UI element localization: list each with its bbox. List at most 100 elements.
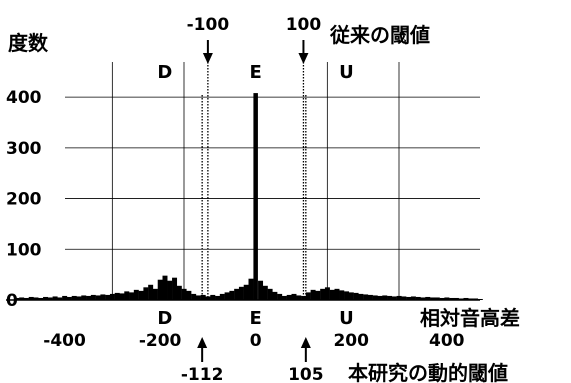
- histogram-bar: [243, 284, 249, 300]
- histogram-bar: [344, 291, 350, 300]
- histogram-bar: [71, 295, 77, 300]
- y-tick-label: 100: [6, 240, 42, 260]
- region-labels: D E U D E U: [157, 62, 353, 329]
- histogram-bar: [219, 293, 225, 300]
- histogram-bars: [14, 93, 483, 300]
- histogram-bar: [47, 297, 53, 300]
- histogram-bar: [195, 295, 201, 300]
- dynamic-threshold-label-0: -112: [181, 365, 224, 383]
- y-tick-label: 300: [6, 139, 42, 159]
- histogram-bar: [234, 288, 240, 300]
- histogram-bar: [310, 289, 316, 300]
- histogram-bar: [372, 295, 378, 300]
- histogram-bar: [420, 297, 426, 300]
- dynamic-threshold-label-1: 105: [288, 365, 324, 383]
- histogram-bar: [406, 296, 412, 300]
- histogram-bar: [105, 294, 111, 300]
- x-tick-label: 0: [250, 331, 262, 351]
- histogram-bar: [473, 298, 479, 300]
- x-axis-title: 相対音高差: [420, 306, 520, 330]
- histogram-bar: [90, 294, 96, 300]
- histogram-bar: [291, 293, 297, 300]
- histogram-bar: [315, 290, 321, 300]
- tick-labels: 0 100 200 300 400 -400 -200 0 200 400: [6, 88, 465, 351]
- histogram-bar: [430, 297, 436, 300]
- histogram-bar: [391, 296, 397, 300]
- histogram-bar: [301, 295, 307, 300]
- arrow-up-icon: [197, 337, 208, 348]
- histogram-bar: [133, 289, 139, 300]
- histogram-bar: [162, 275, 168, 300]
- histogram-bar: [224, 292, 230, 300]
- histogram-bar: [272, 291, 278, 300]
- histogram-bar: [95, 295, 101, 300]
- histogram-bar: [396, 295, 402, 300]
- x-tick-label: 400: [429, 331, 465, 351]
- histogram-bar: [129, 292, 135, 300]
- y-tick-label: 0: [6, 291, 18, 311]
- histogram-bar: [444, 297, 450, 300]
- threshold-lines: -100 100 -112 105: [181, 15, 324, 383]
- x-tick-label: -400: [43, 331, 86, 351]
- region-label-top: U: [339, 62, 354, 83]
- y-axis-title: 度数: [8, 31, 49, 55]
- histogram-bar: [138, 290, 144, 300]
- region-label-bottom: U: [339, 308, 354, 329]
- histogram-bar: [33, 297, 39, 300]
- histogram-bar: [253, 93, 258, 300]
- region-label-top: D: [157, 62, 172, 83]
- histogram-bar: [453, 297, 459, 300]
- histogram-bar: [229, 290, 235, 300]
- histogram-bar: [152, 288, 158, 300]
- histogram-bar: [148, 284, 154, 300]
- histogram-bar: [23, 297, 29, 300]
- histogram-bar: [19, 297, 25, 300]
- histogram-bar: [215, 295, 221, 300]
- histogram-bar: [258, 280, 264, 300]
- histogram-bar: [167, 280, 173, 300]
- region-label-bottom: D: [157, 308, 172, 329]
- fixed-threshold-label-0: -100: [187, 15, 230, 35]
- histogram-bar: [186, 290, 192, 300]
- histogram-bar: [334, 288, 340, 300]
- histogram-bar: [66, 296, 72, 300]
- histogram-bar: [205, 296, 211, 300]
- histogram-bar: [477, 298, 483, 300]
- histogram-bar: [458, 298, 464, 300]
- histogram-bar: [286, 294, 292, 300]
- histogram-bar: [425, 296, 431, 300]
- histogram-bar: [262, 285, 268, 300]
- histogram-bar: [377, 295, 383, 300]
- histogram-bar: [358, 293, 364, 300]
- histogram-bar: [28, 296, 34, 300]
- histogram-bar: [157, 279, 163, 300]
- histogram-bar: [415, 296, 421, 300]
- histogram-bar: [348, 292, 354, 300]
- histogram-bar: [109, 293, 115, 300]
- histogram-bar: [124, 291, 130, 300]
- fixed-threshold-label-1: 100: [286, 15, 322, 35]
- histogram-bar: [401, 296, 407, 300]
- histogram-bar: [387, 295, 393, 300]
- y-tick-label: 400: [6, 88, 42, 108]
- histogram-bar: [143, 287, 149, 300]
- histogram-bar: [38, 297, 44, 300]
- histogram-bar: [238, 286, 244, 300]
- histogram-bar: [329, 289, 335, 300]
- arrow-down-icon: [298, 53, 309, 64]
- y-tick-label: 200: [6, 190, 42, 210]
- histogram-bar: [267, 288, 273, 300]
- histogram-bar: [296, 295, 302, 300]
- histogram-bar: [57, 297, 63, 300]
- histogram-bar: [176, 285, 182, 300]
- histogram-bar: [468, 298, 474, 300]
- arrow-up-icon: [300, 337, 311, 348]
- grid: [65, 62, 480, 300]
- x-tick-label: -200: [139, 331, 182, 351]
- x-tick-label: 200: [333, 331, 369, 351]
- histogram-bar: [382, 295, 388, 300]
- region-label-bottom: E: [250, 308, 262, 329]
- fixed-threshold-legend: 従来の閾値: [329, 23, 430, 47]
- histogram-bar: [81, 295, 87, 300]
